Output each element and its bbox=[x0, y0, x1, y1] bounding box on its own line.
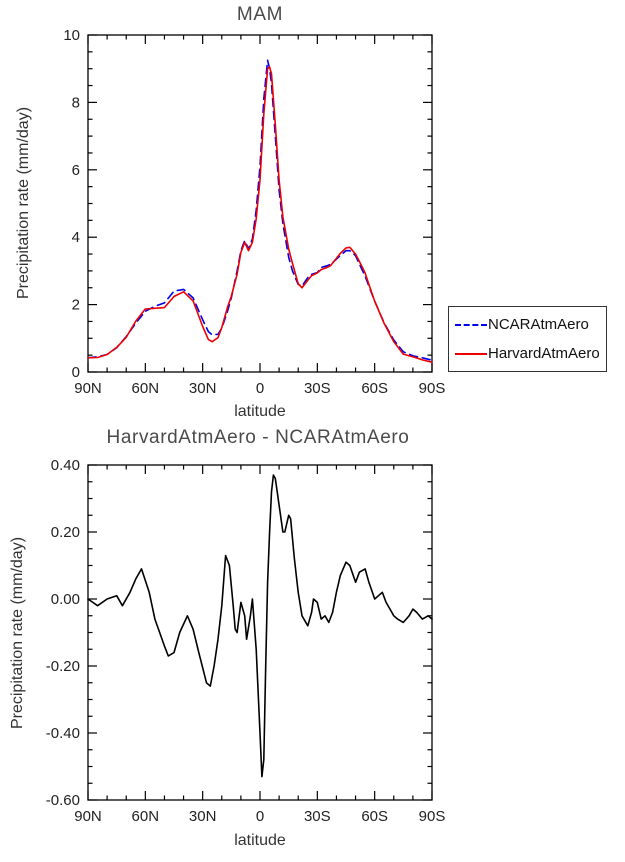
solid-red-line-sample-icon bbox=[455, 352, 487, 355]
x-tick-label: 30N bbox=[189, 808, 217, 825]
y-tick-label: 6 bbox=[72, 162, 80, 179]
x-tick-label: 0 bbox=[256, 380, 264, 397]
y-tick-label: 0.40 bbox=[51, 457, 80, 474]
legend: NCARAtmAero HarvardAtmAero bbox=[448, 306, 607, 372]
x-tick-label: 60N bbox=[132, 380, 160, 397]
y-tick-label: 2 bbox=[72, 297, 80, 314]
legend-item-ncaratmaero: NCARAtmAero bbox=[455, 316, 600, 333]
x-tick-label: 60S bbox=[361, 808, 388, 825]
y-tick-label: 0.00 bbox=[51, 591, 80, 608]
y-tick-label: -0.40 bbox=[46, 725, 80, 742]
y-tick-label: -0.60 bbox=[46, 792, 80, 809]
top-chart-plot-area: 90N 60N 30N 0 30S 60S 90S 0 2 4 6 8 10 bbox=[63, 27, 446, 397]
bottom-chart-plot-area: 90N 60N 30N 0 30S 60S 90S -0.60 -0.40 -0.20 0.00 0.… bbox=[46, 457, 446, 825]
series-line-harvardatmaero bbox=[87, 66, 433, 364]
x-tick-label: 60S bbox=[361, 380, 388, 397]
top-chart-x-axis-label: latitude bbox=[234, 403, 286, 420]
legend-label-harvardatmaero: HarvardAtmAero bbox=[488, 345, 600, 362]
x-tick-label: 30S bbox=[304, 808, 331, 825]
series-line-ncaratmaero bbox=[87, 59, 433, 362]
dashed-blue-line-sample-icon bbox=[455, 323, 487, 326]
x-tick-label: 30N bbox=[189, 380, 217, 397]
x-tick-label: 90N bbox=[74, 380, 102, 397]
plot-frame bbox=[87, 464, 433, 801]
y-tick-label: 4 bbox=[72, 229, 80, 246]
x-tick-label: 90S bbox=[419, 380, 446, 397]
y-tick-label: -0.20 bbox=[46, 658, 80, 675]
x-tick-label: 90S bbox=[419, 808, 446, 825]
series-line-harvardatmaero-minus-ncaratmaero bbox=[87, 474, 433, 778]
x-tick-label: 60N bbox=[132, 808, 160, 825]
legend-item-harvardatmaero: HarvardAtmAero bbox=[455, 345, 600, 362]
x-tick-label: 30S bbox=[304, 380, 331, 397]
bottom-chart-title: HarvardAtmAero - NCARAtmAero bbox=[106, 427, 410, 448]
legend-label-ncaratmaero: NCARAtmAero bbox=[488, 316, 589, 333]
y-tick-label: 0 bbox=[72, 364, 80, 381]
x-tick-label: 0 bbox=[256, 808, 264, 825]
y-tick-label: 8 bbox=[72, 94, 80, 111]
bottom-chart-x-axis-label: latitude bbox=[234, 832, 286, 849]
top-chart-title: MAM bbox=[236, 4, 284, 25]
y-tick-label: 10 bbox=[63, 27, 80, 44]
x-tick-label: 90N bbox=[74, 808, 102, 825]
plot-frame bbox=[87, 34, 433, 373]
y-tick-label: 0.20 bbox=[51, 524, 80, 541]
